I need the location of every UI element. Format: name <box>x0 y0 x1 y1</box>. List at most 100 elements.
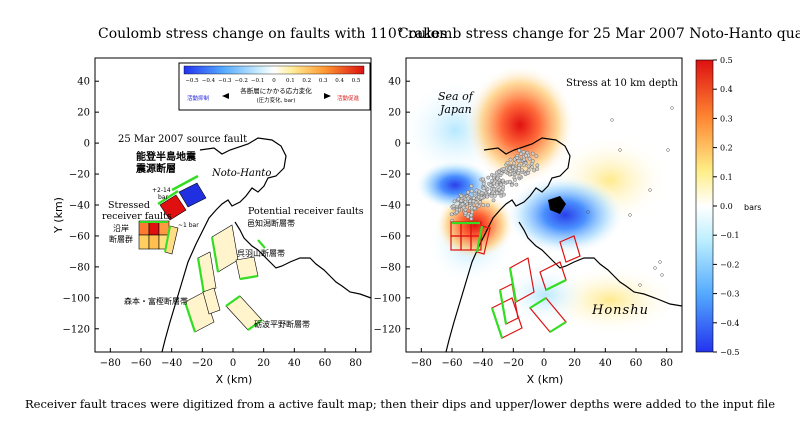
legend-tick: 0.2 <box>302 78 311 84</box>
x-tick-label: −40 <box>472 358 493 369</box>
left-x-ticks: −80 −60 −40 −20 0 20 40 60 80 <box>100 348 362 369</box>
legend-subtitle: (圧力変化, bar) <box>257 96 296 104</box>
aftershock-point <box>485 203 490 208</box>
legend-tick: 0.1 <box>286 78 295 84</box>
aftershock-point <box>530 165 535 170</box>
legend-tick: −0.2 <box>235 78 248 84</box>
aftershock-point <box>481 181 486 186</box>
aftershock-point <box>474 188 479 193</box>
colorbar-tick: −0.3 <box>720 290 739 299</box>
x-tick-label: −40 <box>161 358 182 369</box>
aftershock-point <box>524 153 528 158</box>
aftershock-point <box>526 164 531 169</box>
legend-title: 各断層にかかる応力変化 <box>240 86 312 95</box>
aftershock-point <box>494 182 499 187</box>
aftershock-point <box>507 166 512 171</box>
legend-tick: 0.4 <box>335 78 344 84</box>
aftershock-point <box>618 148 622 152</box>
aftershock-point <box>509 183 514 187</box>
left-panel-title: Coulomb stress change on faults with 110… <box>98 26 448 42</box>
aftershock-point <box>460 202 465 207</box>
x-tick-label: −80 <box>100 358 121 369</box>
colorbar-tick: 0.5 <box>720 56 733 65</box>
x-tick-label: 20 <box>257 358 270 369</box>
y-tick-label: −120 <box>374 324 401 335</box>
legend-colorbar <box>183 65 365 75</box>
aftershock-point <box>451 204 456 209</box>
y-tick-label: −20 <box>69 170 90 181</box>
potential-fault-5 <box>202 287 221 315</box>
x-tick-label: 40 <box>288 358 301 369</box>
aftershock-point <box>514 182 519 187</box>
aftershock-point <box>485 194 490 199</box>
right-x-axis-label: X (km) <box>527 373 564 386</box>
aftershock-point <box>463 199 468 204</box>
legend-tick-labels: −0.5 −0.4 −0.3 −0.2 −0.1 0 0.1 0.2 0.3 0.4 0.5 <box>185 78 361 84</box>
coastal-line2: 断層群 <box>109 234 133 244</box>
aftershock-point <box>488 183 493 188</box>
aftershock-point <box>666 148 670 152</box>
legend-left-label: 活動抑制 <box>187 94 210 102</box>
aftershock-point <box>512 161 516 166</box>
aftershock-point <box>513 166 518 171</box>
aftershock-point <box>454 210 459 215</box>
aftershock-point <box>508 157 513 162</box>
aftershock-point <box>489 193 494 198</box>
right-island-outline <box>548 196 566 214</box>
aftershock-point <box>517 174 522 179</box>
aftershock-point <box>499 190 504 195</box>
aftershock-point <box>465 214 470 219</box>
colorbar-tick: 0.3 <box>720 114 733 123</box>
y-tick-label: −20 <box>380 170 401 181</box>
y-tick-label: −40 <box>69 201 90 212</box>
x-tick-label: 0 <box>230 358 236 369</box>
aftershock-point <box>481 186 486 191</box>
tonami-label: 砺波平野断層帯 <box>254 319 310 329</box>
aftershock-point <box>505 160 510 165</box>
aftershock-point <box>449 212 454 217</box>
aftershock-point <box>461 205 466 210</box>
aftershock-point <box>517 148 522 153</box>
y-tick-label: 20 <box>77 108 90 119</box>
aftershock-point <box>492 187 497 192</box>
source-fault-label: 25 Mar 2007 source fault <box>118 134 247 145</box>
aftershock-point <box>481 177 486 182</box>
aftershock-point <box>638 283 642 287</box>
aftershock-point <box>469 184 474 188</box>
aftershock-point <box>522 157 527 162</box>
aftershock-point <box>628 213 632 217</box>
aftershock-point <box>513 177 517 182</box>
source-fault <box>178 182 207 208</box>
aftershock-point <box>459 198 464 203</box>
left-coastline <box>161 137 287 353</box>
aftershock-point <box>469 213 474 218</box>
figure-caption: Receiver fault traces were digitized fro… <box>25 397 775 411</box>
aftershock-point <box>472 206 477 211</box>
x-tick-label: 20 <box>568 358 581 369</box>
aftershock-point <box>516 158 521 163</box>
potential-label: Potential receiver faults <box>248 206 364 217</box>
kurehayama-label: 呉羽山断層帯 <box>237 248 285 258</box>
aftershock-point <box>532 168 536 173</box>
coastal-line1: 沿岸 <box>113 224 129 233</box>
y-tick-label: −60 <box>69 231 90 242</box>
aftershock-point <box>463 211 468 216</box>
stress-field <box>406 58 682 352</box>
legend-tick: 0 <box>272 78 276 84</box>
x-tick-label: 40 <box>599 358 612 369</box>
right-coastline <box>445 137 571 353</box>
aftershock-points <box>449 106 674 287</box>
aftershock-point <box>527 156 532 161</box>
x-tick-label: 0 <box>541 358 547 369</box>
aftershock-point <box>507 172 512 177</box>
x-tick-label: −20 <box>503 358 524 369</box>
legend-tick: −0.1 <box>251 78 264 84</box>
y-tick-label: −100 <box>63 293 90 304</box>
aftershock-point <box>499 182 503 187</box>
aftershock-point <box>648 188 652 192</box>
quake-name-line1: 能登半島地震 <box>136 150 197 163</box>
y-tick-label: 20 <box>388 108 401 119</box>
aftershock-point <box>526 168 531 173</box>
